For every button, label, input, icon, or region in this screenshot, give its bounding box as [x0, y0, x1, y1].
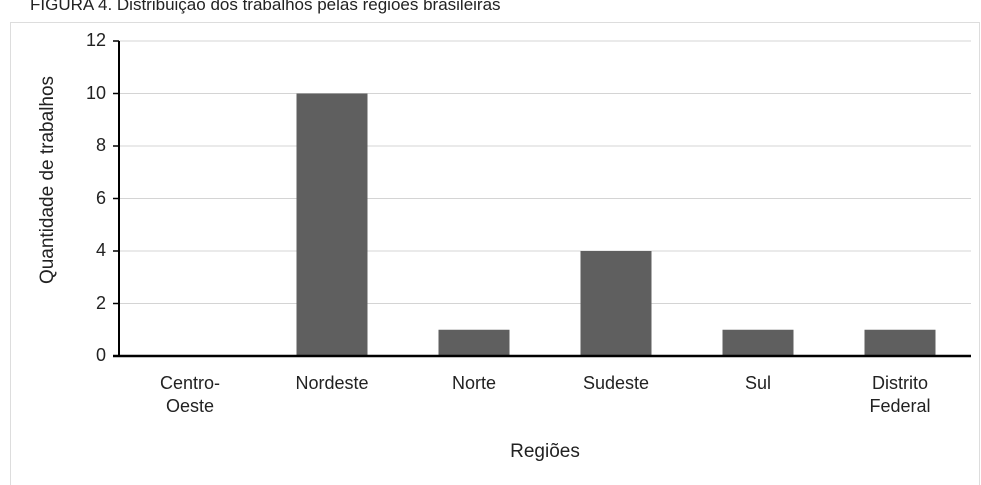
- bar: [580, 251, 652, 356]
- y-tick-label: 2: [95, 292, 106, 313]
- y-tick-label: 0: [95, 345, 106, 365]
- y-tick-label: 8: [95, 135, 106, 155]
- x-tick-label: Centro-Oeste: [159, 373, 221, 416]
- x-tick-label: Distrito Federal: [869, 373, 931, 416]
- x-tick-label: Nordeste: [295, 373, 369, 393]
- y-tick-label: 4: [95, 240, 106, 260]
- x-tick-label: Sul: [744, 373, 771, 393]
- caption: FIGURA 4. Distribuição dos trabalhos pel…: [30, 0, 501, 14]
- chart-frame: [10, 22, 980, 485]
- y-axis-label: Quantidade de trabalhos: [37, 75, 58, 285]
- x-tick-label: Norte: [451, 373, 496, 393]
- x-axis-label: Regiões: [510, 441, 580, 462]
- bar: [438, 329, 510, 356]
- x-tick-label: Sudeste: [582, 373, 650, 393]
- bar: [864, 329, 936, 356]
- y-tick-label: 12: [85, 30, 106, 50]
- y-tick-label: 10: [85, 82, 106, 103]
- bar: [722, 329, 794, 356]
- y-tick-label: 6: [95, 187, 106, 208]
- bar: [296, 93, 368, 356]
